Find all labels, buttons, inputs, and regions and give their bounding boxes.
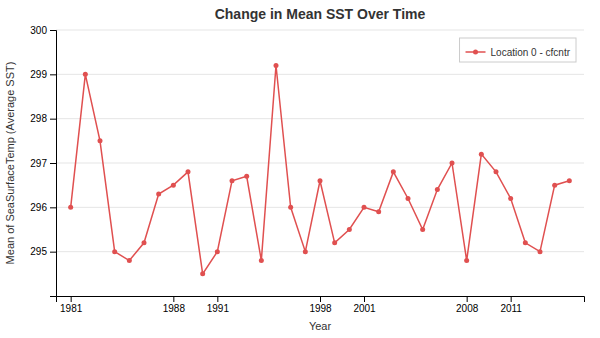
y-tick-mark	[50, 163, 56, 164]
point	[376, 209, 381, 214]
point	[288, 205, 293, 210]
y-axis-label: Mean of SeaSurfaceTemp (Average SST)	[4, 62, 16, 265]
y-tick-mark	[50, 74, 56, 75]
y-tick-label: 295	[30, 246, 47, 257]
line	[71, 65, 570, 273]
x-tick-label: 1991	[207, 303, 230, 314]
x-tick-mark	[71, 296, 72, 302]
x-tick-mark	[173, 296, 174, 302]
x-tick-mark	[511, 296, 512, 302]
x-tick-label: 2011	[500, 303, 522, 314]
y-tick-mark	[50, 207, 56, 208]
legend-label: Location 0 - cfcntr	[491, 47, 571, 58]
point	[68, 205, 73, 210]
y-tick-label: 296	[30, 202, 47, 213]
legend-marker	[473, 50, 478, 55]
point	[508, 196, 513, 201]
grid-line	[56, 74, 584, 75]
x-tick-label: 1998	[309, 303, 332, 314]
point	[479, 152, 484, 157]
point	[406, 196, 411, 201]
point	[200, 271, 205, 276]
point	[494, 169, 499, 174]
point	[230, 178, 235, 183]
point	[303, 249, 308, 254]
y-tick-mark	[50, 30, 56, 31]
point	[127, 258, 132, 263]
point	[112, 249, 117, 254]
x-tick: 1998	[309, 296, 332, 314]
y-tick: 300	[30, 25, 56, 36]
x-axis-line	[57, 297, 585, 303]
y-tick-label: 299	[30, 69, 47, 80]
y-tick: 298	[30, 113, 56, 124]
x-tick-mark	[467, 296, 468, 302]
grid-line	[56, 251, 584, 252]
legend: Location 0 - cfcntr	[460, 38, 576, 62]
legend-box	[460, 38, 576, 62]
x-tick-mark	[364, 296, 365, 302]
point	[186, 169, 191, 174]
point	[391, 169, 396, 174]
x-tick: 2008	[456, 296, 479, 314]
point	[332, 240, 337, 245]
point	[171, 183, 176, 188]
title: Change in Mean SST Over Time	[215, 6, 426, 22]
point	[83, 72, 88, 77]
y-axis-line	[50, 31, 57, 297]
point	[420, 227, 425, 232]
point	[156, 192, 161, 197]
series	[68, 63, 572, 276]
point	[523, 240, 528, 245]
point	[347, 227, 352, 232]
point	[362, 205, 367, 210]
y-tick-mark	[50, 252, 56, 253]
point	[215, 249, 220, 254]
data-area	[68, 63, 572, 276]
x-axis: 1981 1988 1991 1998 2001 2008 2011	[57, 296, 585, 314]
y-tick: 299	[30, 69, 56, 80]
x-tick-label: 2001	[353, 303, 376, 314]
y-tick-label: 300	[30, 25, 47, 36]
point	[450, 161, 455, 166]
point	[464, 258, 469, 263]
x-tick: 2011	[500, 296, 522, 314]
grid	[56, 30, 584, 252]
x-tick: 1988	[163, 296, 186, 314]
point	[567, 178, 572, 183]
point	[142, 240, 147, 245]
chart: 1981 1988 1991 1998 2001 2008 2011 295 296 297 298…	[0, 0, 600, 338]
plot: 1981 1988 1991 1998 2001 2008 2011 295 296 297 298…	[30, 25, 584, 314]
grid-line	[56, 163, 584, 164]
y-tick: 296	[30, 202, 56, 213]
grid-line	[56, 118, 584, 119]
y-tick: 295	[30, 246, 56, 257]
point	[552, 183, 557, 188]
x-tick-mark	[217, 296, 218, 302]
x-tick-label: 1981	[60, 303, 83, 314]
point	[244, 174, 249, 179]
y-tick-label: 298	[30, 113, 47, 124]
x-tick-label: 2008	[456, 303, 479, 314]
point	[435, 187, 440, 192]
y-tick-label: 297	[30, 158, 47, 169]
y-tick: 297	[30, 158, 56, 169]
y-axis: 295 296 297 298 299 300	[30, 25, 56, 297]
point	[259, 258, 264, 263]
x-axis-label: Year	[309, 320, 332, 332]
y-tick-mark	[50, 119, 56, 120]
x-tick: 1981	[60, 296, 83, 314]
point	[274, 63, 279, 68]
x-tick-label: 1988	[163, 303, 186, 314]
x-tick-mark	[320, 296, 321, 302]
x-tick: 1991	[207, 296, 230, 314]
x-tick: 2001	[353, 296, 376, 314]
point	[318, 178, 323, 183]
grid-line	[56, 207, 584, 208]
grid-line	[56, 30, 584, 31]
point	[538, 249, 543, 254]
point	[98, 138, 103, 143]
